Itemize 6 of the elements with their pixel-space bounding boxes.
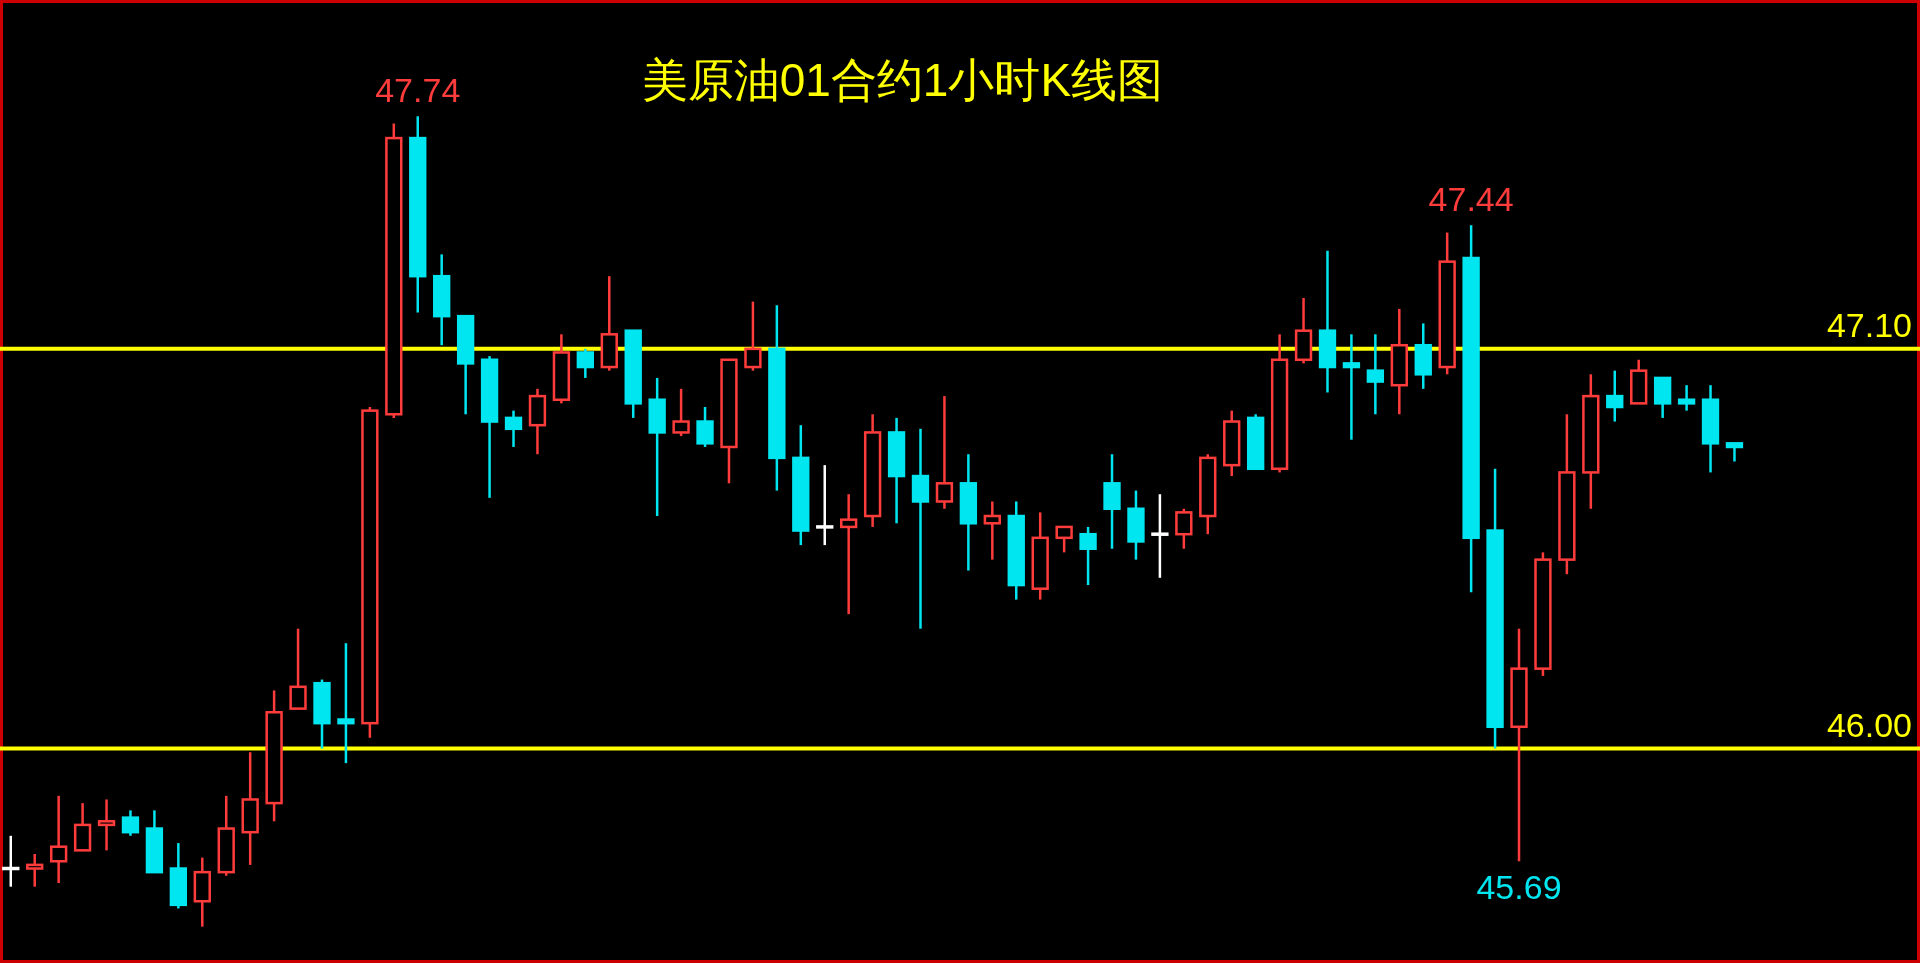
annotation: 47.74 [375,71,461,110]
y-tick-label: 47.10 [1826,305,1912,344]
title: 美原油01合约1小时K线图 [641,54,1164,106]
annotation: 45.69 [1476,868,1562,907]
annotation: 47.44 [1428,180,1514,219]
y-tick-label: 46.00 [1826,705,1912,744]
